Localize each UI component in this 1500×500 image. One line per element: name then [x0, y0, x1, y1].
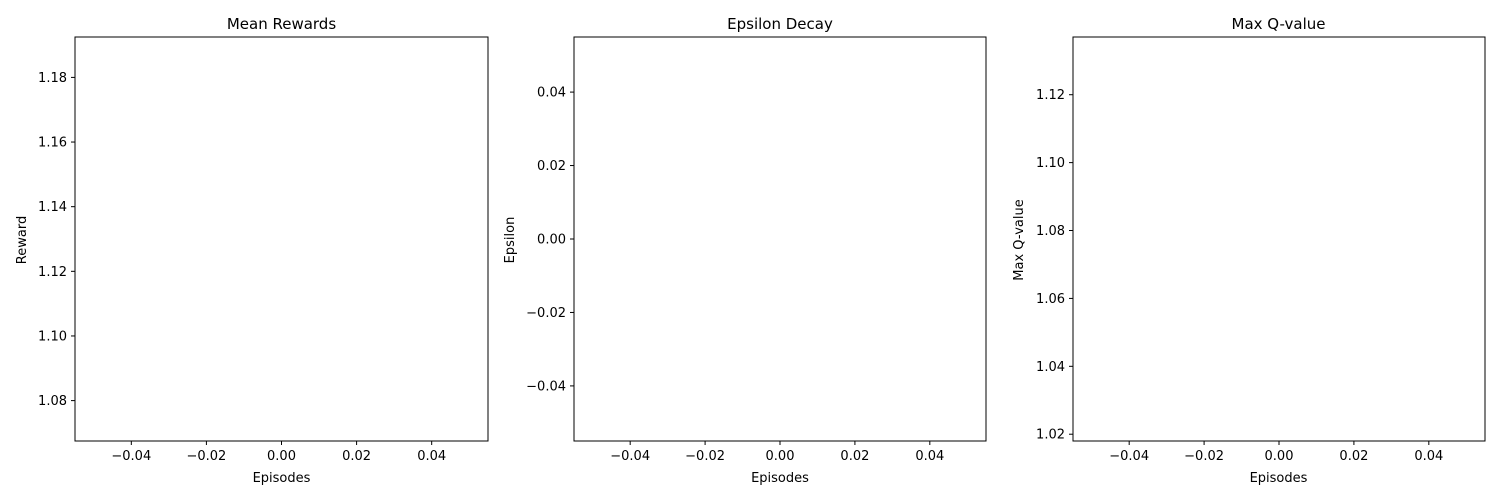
y-tick-label: 0.00 [537, 233, 566, 248]
x-axis-label: Episodes [1250, 471, 1308, 486]
y-ticks: 1.08 1.10 1.12 1.14 1.16 1.18 [38, 71, 75, 409]
chart-title: Max Q-value [1232, 15, 1326, 33]
x-ticks: −0.04 −0.02 0.00 0.02 0.04 [610, 441, 944, 464]
x-tick-label: 0.04 [1414, 449, 1443, 464]
y-tick-label: 0.04 [537, 86, 566, 101]
chart-title: Mean Rewards [227, 15, 336, 33]
y-tick-label: 0.02 [537, 159, 566, 174]
x-tick-label: −0.02 [685, 449, 725, 464]
y-tick-label: 1.08 [38, 394, 67, 409]
x-tick-label: 0.04 [417, 449, 446, 464]
y-ticks: −0.04 −0.02 0.00 0.02 0.04 [526, 86, 574, 394]
panel-mean-rewards: Mean Rewards Episodes Reward −0.04 −0.02 0… [15, 15, 489, 486]
y-tick-label: 1.08 [1036, 224, 1065, 239]
y-tick-label: 1.02 [1036, 428, 1065, 443]
panel-epsilon-decay: Epsilon Decay Episodes Epsilon −0.04 −0.0… [503, 15, 987, 486]
x-tick-label: −0.02 [186, 449, 226, 464]
x-tick-label: −0.02 [1184, 449, 1224, 464]
y-tick-label: −0.02 [526, 306, 566, 321]
y-tick-label: 1.14 [38, 200, 67, 215]
x-tick-label: −0.04 [1109, 449, 1149, 464]
x-tick-label: 0.00 [1265, 449, 1294, 464]
x-axis-label: Episodes [253, 471, 311, 486]
x-tick-label: −0.04 [610, 449, 650, 464]
x-tick-label: 0.02 [840, 449, 869, 464]
x-tick-label: 0.00 [766, 449, 795, 464]
x-ticks: −0.04 −0.02 0.00 0.02 0.04 [111, 441, 446, 464]
x-tick-label: 0.02 [1339, 449, 1368, 464]
y-tick-label: 1.04 [1036, 360, 1065, 375]
y-tick-label: 1.18 [38, 71, 67, 86]
y-tick-label: −0.04 [526, 379, 566, 394]
y-axis-label: Epsilon [503, 217, 518, 264]
y-ticks: 1.02 1.04 1.06 1.08 1.10 1.12 [1036, 88, 1073, 443]
x-ticks: −0.04 −0.02 0.00 0.02 0.04 [1109, 441, 1443, 464]
panel-max-q-value: Max Q-value Episodes Max Q-value −0.04 −0… [1012, 15, 1486, 486]
y-axis-label: Reward [15, 216, 30, 264]
x-axis-label: Episodes [751, 471, 809, 486]
y-tick-label: 1.10 [1036, 156, 1065, 171]
x-tick-label: 0.00 [267, 449, 296, 464]
y-tick-label: 1.12 [38, 265, 67, 280]
x-tick-label: 0.02 [342, 449, 371, 464]
x-tick-label: −0.04 [111, 449, 151, 464]
y-tick-label: 1.12 [1036, 88, 1065, 103]
y-tick-label: 1.10 [38, 329, 67, 344]
x-tick-label: 0.04 [915, 449, 944, 464]
y-tick-label: 1.06 [1036, 292, 1065, 307]
y-tick-label: 1.16 [38, 136, 67, 151]
chart-title: Epsilon Decay [727, 15, 833, 33]
y-axis-label: Max Q-value [1012, 199, 1027, 280]
